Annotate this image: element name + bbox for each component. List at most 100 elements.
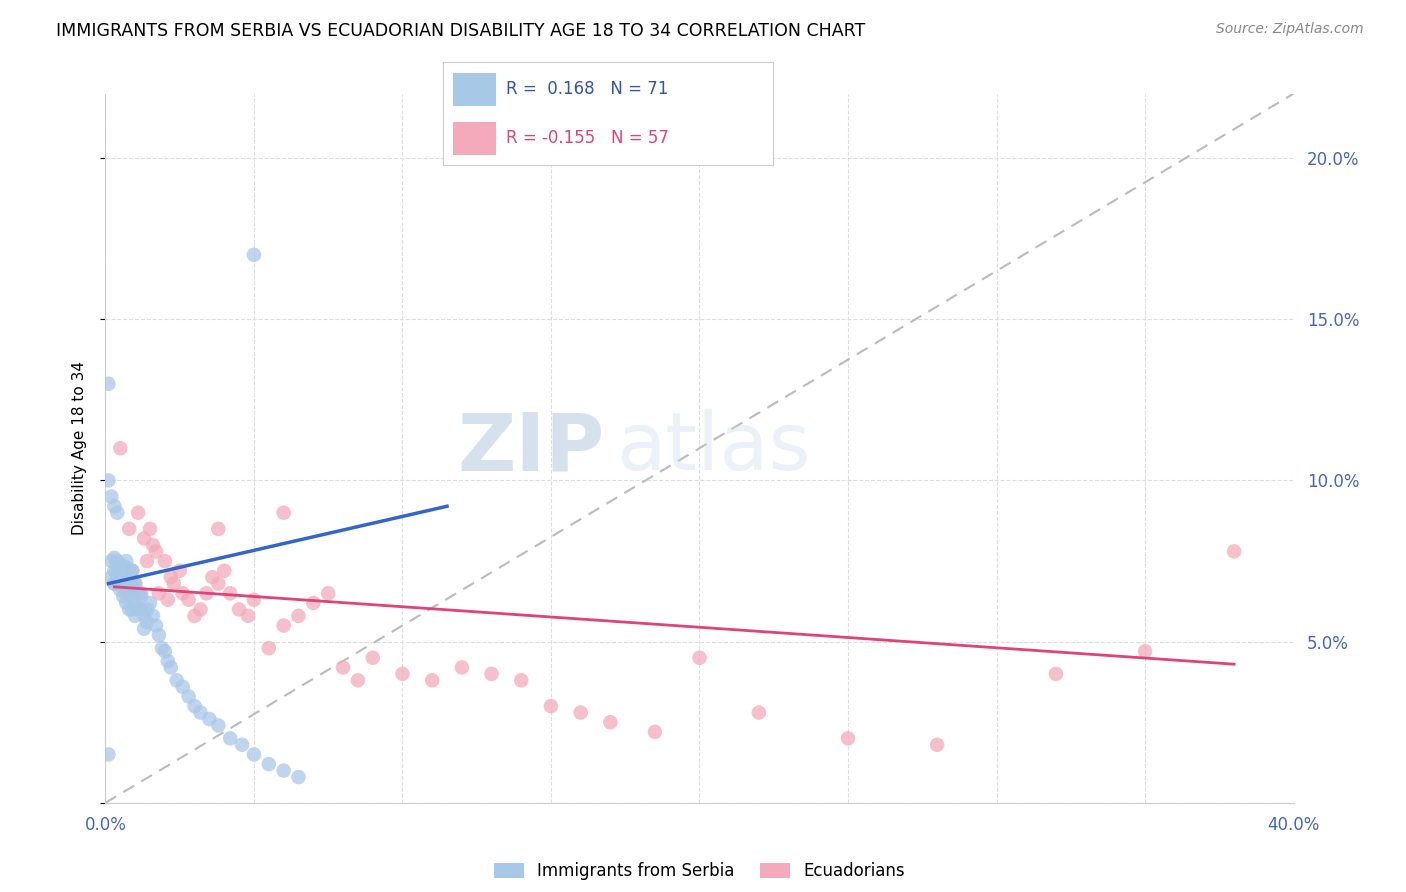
Point (243, 592, 266, 607)
Point (207, 576, 229, 591)
Point (243, 248, 266, 262)
Point (177, 592, 200, 607)
Point (103, 550, 125, 565)
Point (1045, 666, 1067, 681)
Point (243, 747, 266, 762)
Point (118, 586, 141, 600)
Point (110, 442, 132, 455)
Point (450, 660, 472, 674)
Point (420, 673, 443, 688)
Point (115, 570, 138, 584)
Text: IMMIGRANTS FROM SERBIA VS ECUADORIAN DISABILITY AGE 18 TO 34 CORRELATION CHART: IMMIGRANTS FROM SERBIA VS ECUADORIAN DIS… (56, 22, 866, 40)
Point (183, 608, 205, 623)
Point (214, 564, 236, 578)
Point (748, 706, 770, 720)
Point (115, 596, 138, 610)
Bar (453, 122, 496, 155)
Point (236, 608, 259, 623)
Point (163, 576, 186, 591)
Point (110, 558, 132, 572)
Point (100, 554, 122, 568)
Point (115, 583, 138, 598)
Text: atlas: atlas (616, 409, 811, 487)
Point (136, 615, 159, 630)
Point (124, 586, 146, 600)
Text: R = -0.155   N = 57: R = -0.155 N = 57 (506, 129, 668, 147)
Point (195, 586, 218, 600)
Point (540, 699, 562, 714)
Point (121, 564, 143, 578)
Point (105, 506, 128, 520)
Point (103, 576, 125, 591)
Point (273, 506, 295, 520)
Point (273, 764, 295, 778)
Point (481, 666, 503, 681)
Point (127, 602, 149, 616)
Point (97, 376, 120, 391)
Point (100, 570, 122, 584)
Point (145, 618, 167, 632)
Point (302, 596, 325, 610)
Point (105, 554, 128, 568)
Point (159, 660, 181, 674)
Point (127, 586, 149, 600)
Point (142, 538, 165, 552)
Point (105, 570, 128, 584)
Point (287, 770, 309, 784)
Point (257, 641, 280, 656)
Point (569, 706, 592, 720)
Point (207, 522, 229, 536)
Point (145, 544, 167, 558)
Point (332, 660, 354, 674)
Point (391, 666, 413, 681)
Point (148, 586, 170, 600)
Point (118, 602, 141, 616)
Point (510, 673, 533, 688)
Point (172, 586, 194, 600)
Point (124, 608, 146, 623)
Point (142, 608, 165, 623)
Point (150, 641, 173, 656)
Point (139, 522, 162, 536)
Point (159, 570, 181, 584)
Point (121, 602, 143, 616)
Point (156, 592, 179, 607)
Point (316, 586, 339, 600)
Point (166, 673, 188, 688)
Text: Source: ZipAtlas.com: Source: ZipAtlas.com (1216, 22, 1364, 37)
Point (156, 654, 179, 668)
Point (228, 602, 250, 616)
Point (129, 602, 152, 616)
Point (115, 560, 138, 574)
Point (1133, 644, 1156, 658)
Point (112, 566, 135, 581)
Legend: Immigrants from Serbia, Ecuadorians: Immigrants from Serbia, Ecuadorians (488, 855, 911, 887)
Point (219, 731, 242, 746)
Point (121, 576, 143, 591)
Point (132, 608, 155, 623)
Point (129, 590, 152, 604)
Point (110, 564, 132, 578)
Point (689, 650, 711, 665)
Point (118, 522, 141, 536)
Point (132, 622, 155, 636)
Point (115, 586, 138, 600)
Point (115, 554, 138, 568)
Point (112, 580, 135, 594)
Point (129, 586, 152, 600)
Point (124, 576, 146, 591)
Point (644, 724, 666, 739)
Point (183, 699, 205, 714)
Point (110, 574, 132, 588)
Point (118, 576, 141, 591)
Point (103, 500, 125, 514)
Point (190, 602, 212, 616)
Point (927, 738, 949, 752)
Point (121, 590, 143, 604)
Point (97, 474, 120, 488)
Point (172, 680, 194, 694)
Point (153, 644, 176, 658)
Point (599, 715, 621, 730)
Point (97, 747, 120, 762)
Point (112, 590, 135, 604)
